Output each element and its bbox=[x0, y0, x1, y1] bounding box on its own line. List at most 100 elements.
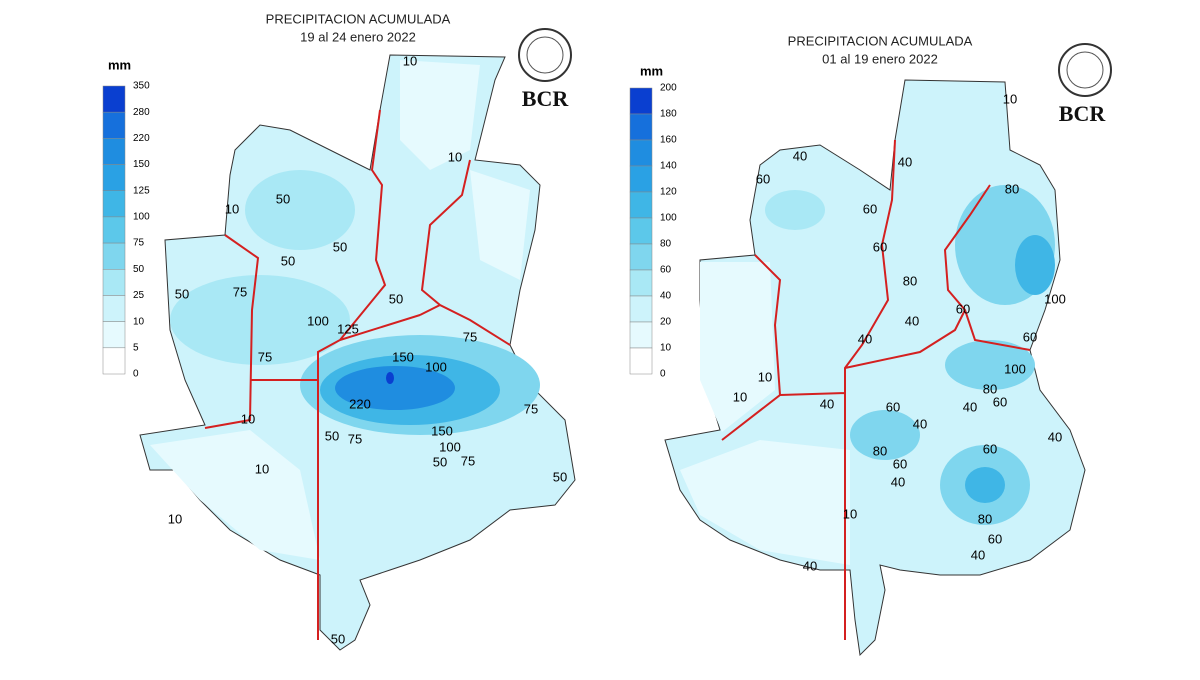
legend-label: 100 bbox=[660, 213, 677, 224]
legend-swatch bbox=[102, 321, 126, 349]
contour-label: 10 bbox=[733, 389, 747, 404]
contour-label: 50 bbox=[333, 239, 347, 254]
legend-label: 125 bbox=[133, 185, 150, 196]
legend-label: 20 bbox=[660, 317, 672, 328]
contour-label: 10 bbox=[225, 201, 239, 216]
contour-label: 150 bbox=[431, 423, 453, 438]
legend-swatch bbox=[629, 347, 653, 375]
legend-label: 350 bbox=[133, 81, 150, 92]
legend-swatch bbox=[102, 347, 126, 375]
contour-label: 75 bbox=[461, 453, 475, 468]
map-subtitle: 19 al 24 enero 2022 bbox=[300, 29, 416, 44]
legend-label: 10 bbox=[660, 343, 672, 354]
map-title: PRECIPITACION ACUMULADA bbox=[266, 11, 451, 26]
legend-label: 60 bbox=[660, 265, 672, 276]
legend-label: 10 bbox=[133, 316, 145, 327]
contour-label: 50 bbox=[553, 469, 567, 484]
contour-label: 60 bbox=[863, 201, 877, 216]
contour-label: 50 bbox=[433, 454, 447, 469]
contour-label: 75 bbox=[348, 431, 362, 446]
legend-swatch bbox=[102, 216, 126, 244]
shade bbox=[150, 60, 530, 560]
contour-label: 40 bbox=[905, 313, 919, 328]
contour-label: 100 bbox=[307, 313, 329, 328]
contour-label: 10 bbox=[843, 506, 857, 521]
legend-unit: mm bbox=[108, 57, 131, 72]
shade bbox=[170, 275, 350, 365]
contour-label: 50 bbox=[276, 191, 290, 206]
contour-label: 50 bbox=[175, 286, 189, 301]
legend-swatch bbox=[102, 242, 126, 270]
contour-label: 10 bbox=[255, 461, 269, 476]
legend-swatch bbox=[629, 321, 653, 349]
contour-label: 80 bbox=[873, 443, 887, 458]
shade bbox=[386, 372, 394, 384]
overlay: PRECIPITACION ACUMULADA 19 al 24 enero 20… bbox=[102, 11, 1112, 646]
legend-label: 80 bbox=[660, 239, 672, 250]
contour-label: 220 bbox=[349, 396, 371, 411]
legend-label: 0 bbox=[133, 369, 139, 380]
contour-label: 10 bbox=[241, 411, 255, 426]
legend-swatch bbox=[629, 191, 653, 219]
contour-label: 150 bbox=[392, 349, 414, 364]
contour-label: 50 bbox=[389, 291, 403, 306]
contour-label: 75 bbox=[233, 284, 247, 299]
contour-label: 10 bbox=[168, 511, 182, 526]
legend-label: 5 bbox=[133, 342, 139, 353]
contour-label: 40 bbox=[971, 547, 985, 562]
contour-label: 10 bbox=[758, 369, 772, 384]
legend-label: 140 bbox=[660, 161, 677, 172]
contour-label: 40 bbox=[963, 399, 977, 414]
contour-label: 40 bbox=[1048, 429, 1062, 444]
shade bbox=[965, 467, 1005, 503]
legend-swatch bbox=[629, 87, 653, 115]
legend-swatch bbox=[102, 190, 126, 218]
contour-label: 80 bbox=[983, 381, 997, 396]
contour-label: 80 bbox=[903, 273, 917, 288]
contour-label: 75 bbox=[258, 349, 272, 364]
legend-label: 0 bbox=[660, 369, 666, 380]
shade bbox=[945, 340, 1035, 390]
contour-label: 40 bbox=[820, 396, 834, 411]
shade bbox=[850, 410, 920, 460]
contour-label: 80 bbox=[978, 511, 992, 526]
logo-text: BCR bbox=[1059, 101, 1107, 126]
contour-label: 60 bbox=[873, 239, 887, 254]
contour-label: 60 bbox=[1023, 329, 1037, 344]
legend-label: 100 bbox=[133, 212, 150, 223]
legend-label: 280 bbox=[133, 107, 150, 118]
legend-swatch bbox=[629, 217, 653, 245]
shade bbox=[1015, 235, 1055, 295]
legend-swatch bbox=[102, 111, 126, 139]
legend-label: 120 bbox=[660, 187, 677, 198]
contour-label: 60 bbox=[956, 301, 970, 316]
contour-label: 10 bbox=[448, 149, 462, 164]
legend-label: 160 bbox=[660, 135, 677, 146]
map-right bbox=[664, 79, 1086, 657]
legend-swatch bbox=[102, 164, 126, 191]
contour-label: 40 bbox=[913, 416, 927, 431]
legend-label: 75 bbox=[133, 238, 145, 249]
contour-label: 60 bbox=[893, 456, 907, 471]
contour-label: 60 bbox=[756, 171, 770, 186]
contour-label: 100 bbox=[425, 359, 447, 374]
contour-label: 60 bbox=[983, 441, 997, 456]
legend-label: 220 bbox=[133, 133, 150, 144]
legend-swatch bbox=[102, 138, 126, 165]
map-left bbox=[139, 54, 576, 651]
legend-swatch bbox=[102, 295, 126, 322]
legend-swatch bbox=[629, 165, 653, 193]
shade bbox=[335, 366, 455, 410]
contour-label: 100 bbox=[1044, 291, 1066, 306]
legend-swatch bbox=[102, 85, 126, 113]
province-border bbox=[721, 139, 1031, 640]
contour-label: 75 bbox=[524, 401, 538, 416]
legend-label: 40 bbox=[660, 291, 672, 302]
contour-label: 125 bbox=[337, 321, 359, 336]
legend-label: 50 bbox=[133, 264, 145, 275]
map-title: PRECIPITACION ACUMULADA bbox=[788, 33, 973, 48]
legend-label: 25 bbox=[133, 290, 145, 301]
contour-label: 60 bbox=[886, 399, 900, 414]
logo-seal bbox=[1066, 51, 1104, 89]
